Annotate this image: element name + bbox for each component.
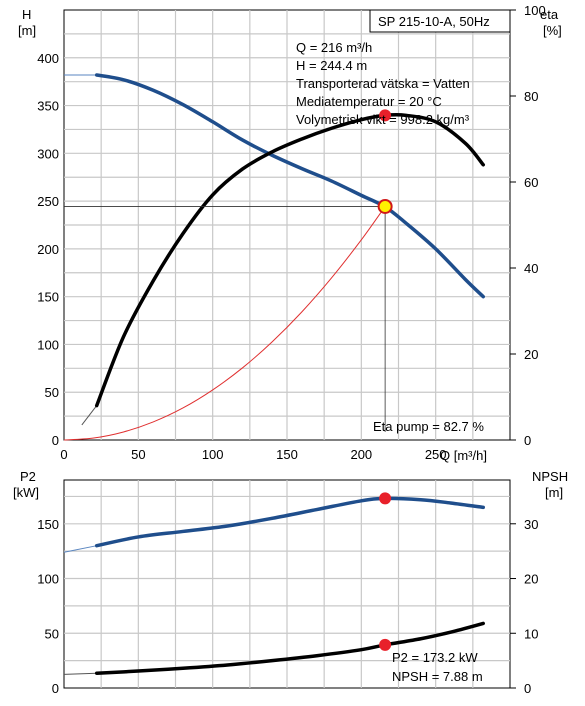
p2-tick-label: 150 xyxy=(37,517,59,532)
npsh-axis-unit: [m] xyxy=(545,485,563,500)
left-tick-label: 0 xyxy=(52,433,59,448)
npsh-curve xyxy=(94,621,485,675)
left-tick-label: 400 xyxy=(37,51,59,66)
system-curve xyxy=(63,206,386,441)
power-panel-series xyxy=(63,492,485,675)
p2-curve-extension xyxy=(63,545,97,553)
npsh-tick-label: 30 xyxy=(524,517,538,532)
head-panel-grid xyxy=(64,10,510,440)
p2-tick-label: 0 xyxy=(52,681,59,696)
info-line-npsh: NPSH = 7.88 m xyxy=(392,669,483,684)
info-line-h: H = 244.4 m xyxy=(296,58,367,73)
left-tick-label: 150 xyxy=(37,290,59,305)
info-line-temperature: Mediatemperatur = 20 °C xyxy=(296,94,442,109)
p2-curve xyxy=(94,496,485,548)
right-tick-label: 80 xyxy=(524,89,538,104)
right-axis-label: eta xyxy=(540,7,559,22)
x-tick-label: 50 xyxy=(131,447,145,462)
right-tick-label: 60 xyxy=(524,175,538,190)
efficiency-curve-extension xyxy=(81,405,98,426)
left-tick-label: 100 xyxy=(37,337,59,352)
info-line-p2: P2 = 173.2 kW xyxy=(392,650,478,665)
left-tick-label: 50 xyxy=(45,385,59,400)
left-axis-unit: [m] xyxy=(18,23,36,38)
npsh-tick-label: 0 xyxy=(524,681,531,696)
left-tick-label: 350 xyxy=(37,99,59,114)
title-box-text: SP 215-10-A, 50Hz xyxy=(378,14,490,29)
operating-info: Q = 216 m³/h H = 244.4 m Transporterad v… xyxy=(296,40,470,127)
info-line-q: Q = 216 m³/h xyxy=(296,40,372,55)
npsh-curve-extension xyxy=(63,672,97,675)
left-tick-label: 200 xyxy=(37,242,59,257)
p2-operating-point xyxy=(379,492,392,505)
p2-tick-label: 100 xyxy=(37,572,59,587)
head-curve xyxy=(94,73,485,299)
efficiency-operating-point xyxy=(379,109,392,122)
x-tick-label: 0 xyxy=(60,447,67,462)
head-panel-ticks: 0 50 100 150 200 250 300 350 400 0 20 40 60 80 100 0 50 1… xyxy=(37,3,545,462)
x-tick-label: 250 xyxy=(425,447,447,462)
x-tick-label: 200 xyxy=(350,447,372,462)
info-line-density: Volymetrisk vikt = 998.2 kg/m³ xyxy=(296,112,470,127)
eta-pump-label: Eta pump = 82.7 % xyxy=(373,419,484,434)
p2-axis-label: P2 xyxy=(20,469,36,484)
head-operating-point xyxy=(377,198,393,214)
title-box xyxy=(369,9,511,33)
efficiency-curve xyxy=(94,112,485,408)
right-tick-label: 100 xyxy=(524,3,546,18)
power-panel-ticks: 0 50 100 150 0 10 20 30 xyxy=(37,517,538,696)
head-panel-series xyxy=(63,73,485,441)
right-tick-label: 20 xyxy=(524,347,538,362)
p2-axis-unit: [kW] xyxy=(13,485,39,500)
left-axis-label: H xyxy=(22,7,31,22)
right-tick-label: 40 xyxy=(524,261,538,276)
p2-tick-label: 50 xyxy=(45,626,59,641)
left-tick-label: 250 xyxy=(37,194,59,209)
right-tick-label: 0 xyxy=(524,433,531,448)
x-tick-label: 150 xyxy=(276,447,298,462)
right-axis-unit: [%] xyxy=(543,23,562,38)
npsh-tick-label: 10 xyxy=(524,626,538,641)
info-line-liquid: Transporterad vätska = Vatten xyxy=(296,76,470,91)
npsh-tick-label: 20 xyxy=(524,572,538,587)
x-axis-label: Q [m³/h] xyxy=(440,448,487,463)
x-tick-label: 100 xyxy=(202,447,224,462)
npsh-operating-point xyxy=(379,638,392,651)
npsh-axis-label: NPSH xyxy=(532,469,568,484)
left-tick-label: 300 xyxy=(37,146,59,161)
